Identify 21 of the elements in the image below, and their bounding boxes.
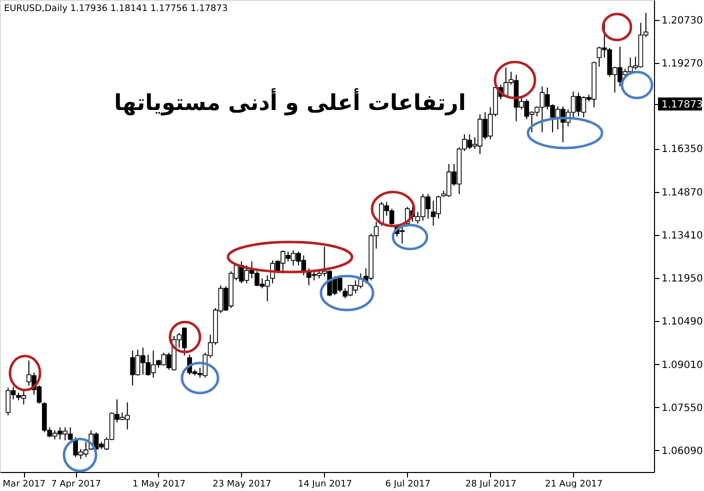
x-tick-label: 28 Jul 2017 [465,480,516,490]
y-tick-label: 1.10490 [662,316,703,328]
y-tick-label: 1.13410 [662,230,703,242]
x-tick-label: Mar 2017 [2,480,46,490]
y-tick-label: 1.09010 [662,360,703,371]
y-tick-label: 1.14870 [662,188,703,199]
x-tick-label: 23 May 2017 [212,480,272,490]
x-tick-label: 7 Apr 2017 [51,480,101,490]
y-tick-label: 1.06090 [662,446,703,457]
chart-title: EURUSD,Daily 1.17936 1.18141 1.17756 1.17873 [4,4,228,14]
x-tick-label: 1 May 2017 [132,480,186,490]
annotation: ارتفاعات أعلى و أدنى مستوياتها [114,88,466,116]
y-tick-label: 1.19270 [662,58,703,70]
y-tick-label: 1.07550 [662,402,703,414]
y-tick-label: 1.11950 [662,274,703,285]
y-tick-label: 1.20730 [662,15,703,26]
x-tick-label: 6 Jul 2017 [385,480,430,490]
y-tick-label: 1.16350 [662,144,703,156]
x-tick-label: 14 Jun 2017 [298,480,352,490]
y-tick-label: 1.17873 [662,99,703,110]
x-tick-label: 21 Aug 2017 [544,480,603,490]
